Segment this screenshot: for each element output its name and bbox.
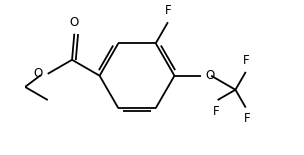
Text: O: O	[70, 16, 79, 29]
Text: F: F	[164, 4, 171, 17]
Text: F: F	[244, 112, 251, 125]
Text: O: O	[34, 67, 43, 80]
Text: O: O	[206, 69, 215, 82]
Text: F: F	[242, 54, 249, 67]
Text: F: F	[212, 104, 219, 117]
